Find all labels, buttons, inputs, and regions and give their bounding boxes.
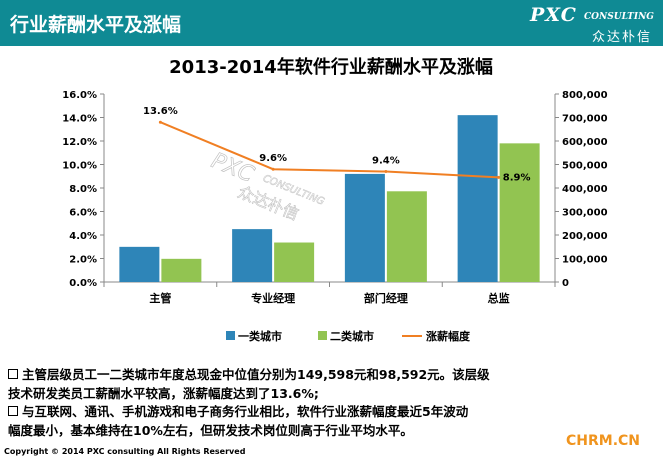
raise-point: [384, 170, 388, 174]
raise-line: [159, 121, 499, 179]
left-tick-label: 4.0%: [69, 231, 97, 242]
checkbox-bullet-icon: [8, 369, 18, 379]
right-tick-label: 600,000: [562, 137, 608, 148]
right-tick-label: 400,000: [562, 184, 608, 195]
right-tick-label: 0: [562, 278, 569, 289]
note-line: 与互联网、通讯、手机游戏和电子商务行业相比，软件行业涨薪幅度最近5年波动: [8, 403, 658, 422]
raise-data-label: 9.6%: [259, 153, 287, 164]
note-text: 主管层级员工一二类城市年度总现金中位值分别为149,598元和98,592元。该…: [22, 367, 490, 382]
header-bar: 行业薪酬水平及涨幅 PXC CONSULTING 众达朴信: [0, 0, 663, 46]
notes-block: 主管层级员工一二类城市年度总现金中位值分别为149,598元和98,592元。该…: [8, 366, 658, 440]
right-tick-label: 100,000: [562, 255, 608, 266]
legend-swatch: [318, 331, 327, 340]
note-text: 与互联网、通讯、手机游戏和电子商务行业相比，软件行业涨薪幅度最近5年波动: [22, 404, 469, 419]
page-title: 行业薪酬水平及涨幅: [10, 14, 182, 36]
left-tick-label: 0.0%: [69, 278, 97, 289]
left-tick-label: 12.0%: [62, 137, 97, 148]
bar-tier2-city: [386, 191, 427, 282]
raise-data-label: 13.6%: [143, 106, 178, 117]
checkbox-bullet-icon: [8, 406, 18, 416]
watermark-main: PXC: [208, 148, 258, 188]
note-text: 幅度最小，基本维持在10%左右，但研发技术岗位则高于行业平均水平。: [8, 422, 413, 438]
legend-swatch: [226, 331, 235, 340]
left-tick-label: 2.0%: [69, 255, 97, 266]
raise-point: [158, 120, 162, 124]
bar-tier1-city: [232, 229, 273, 282]
raise-data-label: 9.4%: [372, 156, 400, 167]
bar-tier1-city: [119, 246, 160, 282]
logo-sub-text: CONSULTING: [584, 12, 654, 22]
left-tick-label: 10.0%: [62, 161, 97, 172]
raise-data-label: 8.9%: [503, 172, 531, 183]
note-line: 幅度最小，基本维持在10%左右，但研发技术岗位则高于行业平均水平。: [8, 422, 658, 441]
legend-label: 一类城市: [238, 329, 282, 343]
left-tick-label: 6.0%: [69, 208, 97, 219]
bar-tier2-city: [499, 143, 540, 282]
left-tick-label: 8.0%: [69, 184, 97, 195]
logo-main-text: PXC: [530, 4, 577, 26]
legend: 一类城市 二类城市 涨薪幅度: [226, 329, 471, 343]
copyright-footer: Copyright © 2014 PXC consulting All Righ…: [4, 447, 246, 456]
category-label: 总监: [488, 291, 510, 305]
right-tick-label: 200,000: [562, 231, 608, 242]
raise-point: [271, 167, 275, 171]
category-label: 主管: [149, 291, 171, 305]
note-line: 技术研发类员工薪酬水平较高，涨薪幅度达到了13.6%;: [8, 385, 658, 404]
right-tick-label: 500,000: [562, 161, 608, 172]
bar-tier2-city: [161, 258, 202, 282]
bar-tier1-city: [344, 173, 385, 282]
right-tick-label: 800,000: [562, 90, 608, 101]
chart-area: 2013-2014年软件行业薪酬水平及涨幅 PXC CONSULTING 众达朴…: [0, 46, 663, 358]
chart-title: 2013-2014年软件行业薪酬水平及涨幅: [169, 56, 493, 78]
category-label: 专业经理: [251, 291, 295, 305]
bar-tier1-city: [457, 115, 498, 283]
right-tick-label: 700,000: [562, 114, 608, 125]
left-tick-label: 14.0%: [62, 114, 97, 125]
logo-cn-text: 众达朴信: [592, 30, 653, 45]
category-label: 部门经理: [364, 291, 408, 305]
salary-chart: 2013-2014年软件行业薪酬水平及涨幅 PXC CONSULTING 众达朴…: [62, 56, 607, 343]
pxc-logo: PXC CONSULTING 众达朴信: [530, 4, 658, 45]
note-line: 主管层级员工一二类城市年度总现金中位值分别为149,598元和98,592元。该…: [8, 366, 658, 385]
right-tick-label: 300,000: [562, 208, 608, 219]
raise-point: [497, 175, 501, 179]
chrm-watermark: CHRM.CN: [566, 433, 641, 449]
legend-label: 涨薪幅度: [426, 329, 471, 343]
legend-label: 二类城市: [330, 329, 374, 343]
plot-area: 0.0% 2.0% 4.0% 6.0% 8.0% 10.0% 12.0% 14.0% 16.0%…: [62, 90, 607, 305]
left-tick-label: 16.0%: [62, 90, 97, 101]
note-text: 技术研发类员工薪酬水平较高，涨薪幅度达到了13.6%;: [8, 385, 319, 401]
bar-tier2-city: [274, 242, 315, 282]
